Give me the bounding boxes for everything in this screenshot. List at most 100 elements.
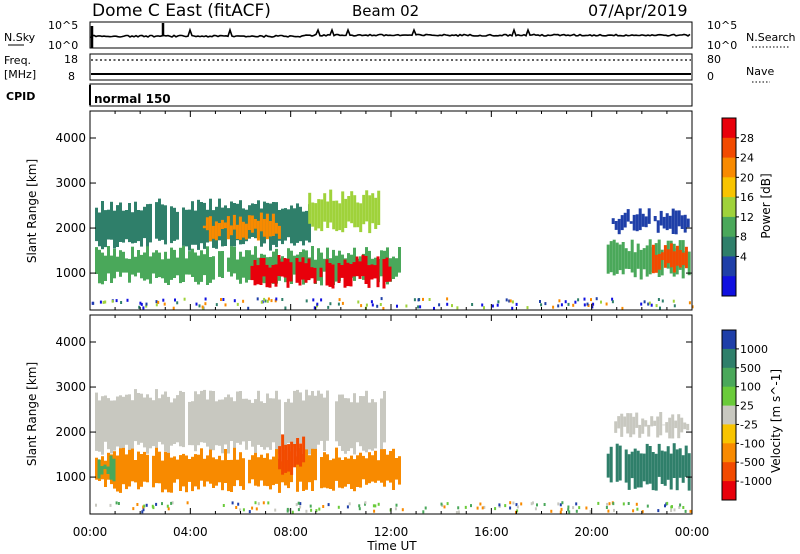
velocity-cell: [116, 455, 119, 492]
power-cell: [286, 258, 290, 288]
power-cell: [149, 203, 152, 243]
velocity-cell: [350, 402, 353, 449]
power-cell: [110, 255, 113, 283]
velocity-scatter-dot: [520, 502, 523, 506]
power-cell: [197, 255, 200, 285]
velocity-cell: [203, 458, 206, 487]
power-cell: [173, 207, 176, 241]
velocity-cell: [131, 448, 134, 482]
power-cell: [606, 244, 610, 274]
power-scatter-dot: [508, 299, 511, 303]
freq-label: Freq.: [4, 54, 31, 67]
power-scatter-dot: [505, 298, 508, 302]
power-scatter-dot: [140, 302, 143, 306]
power-scatter-dot: [481, 303, 484, 307]
velocity-cell: [125, 454, 128, 490]
power-cell: [128, 258, 131, 283]
velocity-cell: [311, 391, 314, 451]
power-scatter-dot: [266, 299, 269, 303]
power-scatter-dot: [583, 297, 586, 301]
velocity-cell: [335, 401, 338, 442]
velocity-cell: [275, 390, 278, 453]
velocity-cell: [383, 449, 386, 487]
velocity-scatter-dot: [557, 502, 560, 506]
power-scatter-dot: [405, 304, 408, 308]
power-cell: [299, 206, 302, 242]
velocity-cell: [627, 454, 631, 490]
velocity-cell: [155, 389, 158, 452]
power-cell: [221, 251, 224, 278]
power-cell: [332, 200, 336, 230]
velocity-ground-scatter: [95, 501, 692, 514]
power-scatter-dot: [312, 298, 315, 302]
velocity-scatter-dot: [636, 507, 639, 511]
power-cell: [672, 251, 676, 273]
power-scatter-dot: [145, 302, 148, 306]
power-cell: [119, 202, 122, 242]
velocity-cell: [110, 400, 113, 454]
velocity-cell: [329, 460, 332, 489]
velocity-scatter-dot: [440, 502, 443, 506]
velocity-cell: [326, 454, 329, 489]
power-scatter-dot: [451, 304, 453, 308]
velocity-cell: [164, 451, 167, 490]
velocity-cell: [194, 391, 197, 452]
velocity-scatter-dot: [589, 510, 592, 513]
velocity-cell: [341, 394, 344, 451]
velocity-cell: [311, 448, 314, 491]
power-cell: [317, 248, 320, 281]
power-cell: [197, 199, 200, 250]
ytick-label: 1000: [55, 470, 86, 484]
power-cell: [256, 220, 260, 241]
velocity-scatter-dot: [318, 507, 321, 511]
velocity-scatter-dot: [291, 510, 294, 514]
power-scatter-dot: [357, 300, 360, 304]
velocity-scatter-dot: [242, 508, 245, 512]
freq-unit: [MHz]: [4, 68, 36, 81]
power-cell: [624, 248, 628, 269]
power-cell: [217, 223, 221, 237]
velocity-cell: [158, 451, 161, 484]
power-scatter-dot: [590, 298, 592, 302]
power-scatter-dot: [327, 305, 330, 309]
power-cell: [116, 205, 119, 247]
power-cell: [176, 257, 179, 276]
velocity-cell: [119, 448, 122, 493]
power-cell: [206, 246, 209, 285]
velocity-scatter-dot: [401, 508, 404, 512]
power-cell: [182, 207, 185, 246]
velocity-scatter-dot: [632, 509, 635, 513]
velocity-cell: [152, 455, 155, 488]
velocity-scatter-dot: [155, 502, 158, 506]
velocity-scatter-dot: [358, 504, 361, 508]
velocity-cell: [143, 397, 146, 448]
colorbar-tick-label: 500: [740, 362, 761, 375]
power-cell: [308, 192, 312, 224]
nsky-tick-top: 10^5: [48, 19, 78, 32]
power-cell: [104, 255, 107, 281]
velocity-cell: [639, 453, 643, 488]
power-scatter-dot: [647, 302, 650, 306]
power-cell: [657, 254, 661, 270]
power-scatter-dot: [496, 303, 499, 307]
power-cell: [230, 246, 233, 277]
velocity-cell: [272, 398, 275, 443]
power-cell: [218, 251, 221, 277]
power-cell: [659, 210, 663, 226]
power-cell: [611, 218, 615, 224]
power-scatter-dot: [172, 306, 175, 310]
power-data: [95, 189, 691, 289]
power-scatter-dot: [176, 301, 179, 305]
velocity-cell: [320, 393, 323, 441]
velocity-scatter-dot: [682, 506, 685, 509]
velocity-cell: [660, 450, 664, 484]
velocity-cell: [131, 400, 134, 451]
velocity-scatter-dot: [364, 501, 367, 505]
power-scatter-dot: [215, 303, 218, 307]
power-scatter-dot: [120, 301, 123, 304]
velocity-cell: [654, 453, 658, 491]
power-cell: [687, 251, 691, 276]
power-scatter-dot: [428, 298, 431, 301]
colorbar-segment: [722, 157, 736, 178]
velocity-cell: [374, 450, 377, 483]
